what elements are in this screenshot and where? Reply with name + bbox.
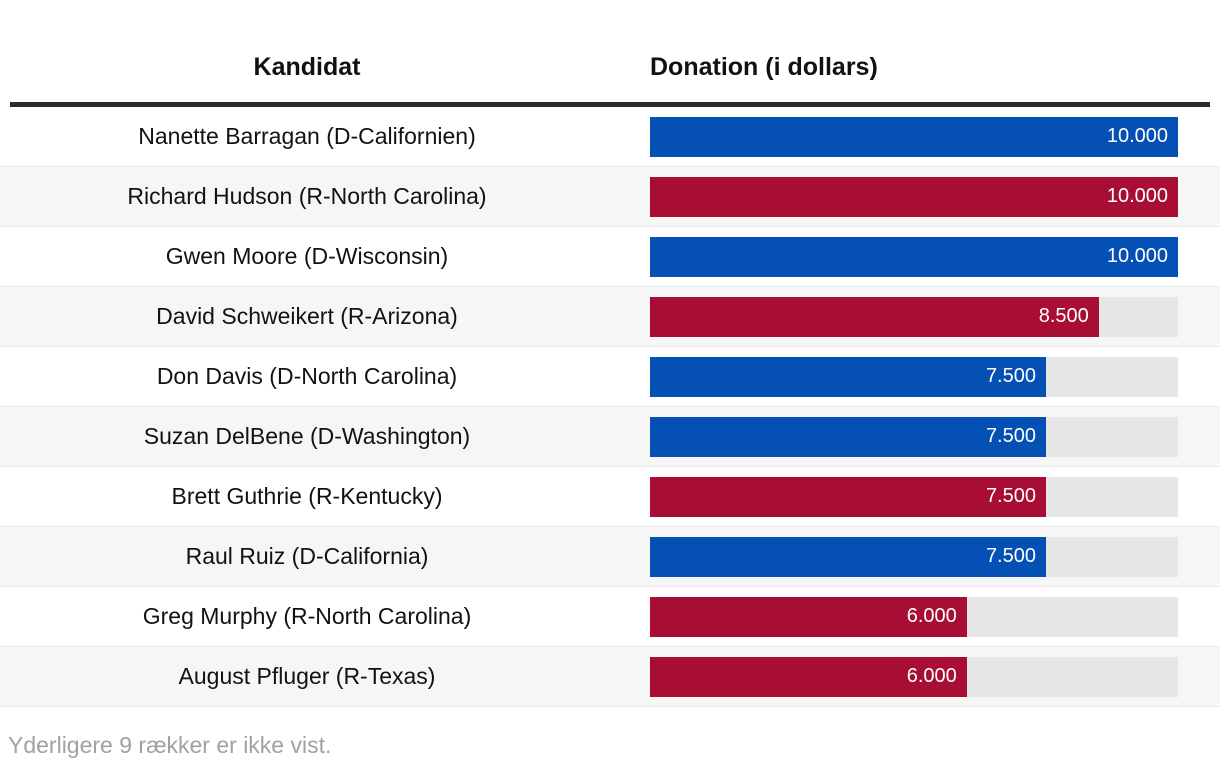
donation-bar: 6.000 — [650, 656, 967, 697]
donation-cell: 10.000 — [650, 236, 1178, 277]
column-header-candidate: Kandidat — [253, 53, 361, 81]
donation-value-label: 7.500 — [985, 425, 1036, 447]
donation-value-label: 6.000 — [906, 605, 957, 627]
donation-bar-track: 10.000 — [650, 236, 1178, 277]
candidate-name: David Schweikert (R-Arizona) — [156, 303, 458, 329]
donation-bar: 10.000 — [650, 116, 1178, 157]
donation-cell: 10.000 — [650, 176, 1178, 217]
donation-bar: 7.500 — [650, 536, 1046, 577]
donation-cell: 7.500 — [650, 356, 1178, 397]
table-header: Kandidat Donation (i dollars) — [0, 0, 1220, 84]
donation-bar-track: 10.000 — [650, 116, 1178, 157]
donation-bar-track: 8.500 — [650, 296, 1178, 337]
donation-value-label: 7.500 — [985, 545, 1036, 567]
donation-bar: 7.500 — [650, 476, 1046, 517]
candidate-name: Raul Ruiz (D-California) — [185, 543, 429, 569]
donation-value-label: 8.500 — [1038, 305, 1089, 327]
donation-bar-track: 6.000 — [650, 656, 1178, 697]
candidate-name: Suzan DelBene (D-Washington) — [143, 423, 471, 449]
donation-bar: 10.000 — [650, 236, 1178, 277]
donation-value-label: 10.000 — [1106, 245, 1168, 267]
column-header-donation: Donation (i dollars) — [650, 53, 878, 81]
candidate-name: Nanette Barragan (D-Californien) — [138, 123, 476, 149]
donation-cell: 6.000 — [650, 596, 1178, 637]
donation-cell: 8.500 — [650, 296, 1178, 337]
candidate-name: Brett Guthrie (R-Kentucky) — [171, 483, 443, 509]
donation-value-label: 10.000 — [1106, 185, 1168, 207]
donation-bar-track: 7.500 — [650, 356, 1178, 397]
table-row: Nanette Barragan (D-Californien) 10.000 — [0, 107, 1220, 167]
table-row: Don Davis (D-North Carolina) 7.500 — [0, 347, 1220, 407]
donation-cell: 7.500 — [650, 536, 1178, 577]
candidate-name: Don Davis (D-North Carolina) — [156, 363, 458, 389]
donation-bar-track: 6.000 — [650, 596, 1178, 637]
donation-bar: 10.000 — [650, 176, 1178, 217]
candidate-name: Richard Hudson (R-North Carolina) — [127, 183, 487, 209]
candidate-name: Greg Murphy (R-North Carolina) — [142, 603, 472, 629]
donation-bar-track: 7.500 — [650, 416, 1178, 457]
donation-bar: 8.500 — [650, 296, 1099, 337]
donation-cell: 6.000 — [650, 656, 1178, 697]
donation-bar-track: 10.000 — [650, 176, 1178, 217]
header-divider — [10, 102, 1210, 107]
table-body: Nanette Barragan (D-Californien) 10.000 … — [0, 107, 1220, 707]
table-row: Richard Hudson (R-North Carolina) 10.000 — [0, 167, 1220, 227]
donation-value-label: 7.500 — [985, 485, 1036, 507]
table-row: Suzan DelBene (D-Washington) 7.500 — [0, 407, 1220, 467]
candidate-name: Gwen Moore (D-Wisconsin) — [165, 243, 449, 269]
donation-cell: 10.000 — [650, 116, 1178, 157]
donation-cell: 7.500 — [650, 416, 1178, 457]
donation-bar-track: 7.500 — [650, 476, 1178, 517]
table-row: Greg Murphy (R-North Carolina) 6.000 — [0, 587, 1220, 647]
candidate-name: August Pfluger (R-Texas) — [178, 663, 436, 689]
donation-bar: 7.500 — [650, 416, 1046, 457]
donation-bar: 6.000 — [650, 596, 967, 637]
table-row: Gwen Moore (D-Wisconsin) 10.000 — [0, 227, 1220, 287]
donation-bar: 7.500 — [650, 356, 1046, 397]
hidden-rows-note: Yderligere 9 rækker er ikke vist. — [8, 732, 332, 758]
table-row: August Pfluger (R-Texas) 6.000 — [0, 647, 1220, 707]
donation-value-label: 6.000 — [906, 665, 957, 687]
donation-bar-track: 7.500 — [650, 536, 1178, 577]
table-row: Raul Ruiz (D-California) 7.500 — [0, 527, 1220, 587]
donation-value-label: 10.000 — [1106, 125, 1168, 147]
donation-cell: 7.500 — [650, 476, 1178, 517]
donation-value-label: 7.500 — [985, 365, 1036, 387]
table-row: Brett Guthrie (R-Kentucky) 7.500 — [0, 467, 1220, 527]
table-row: David Schweikert (R-Arizona) 8.500 — [0, 287, 1220, 347]
